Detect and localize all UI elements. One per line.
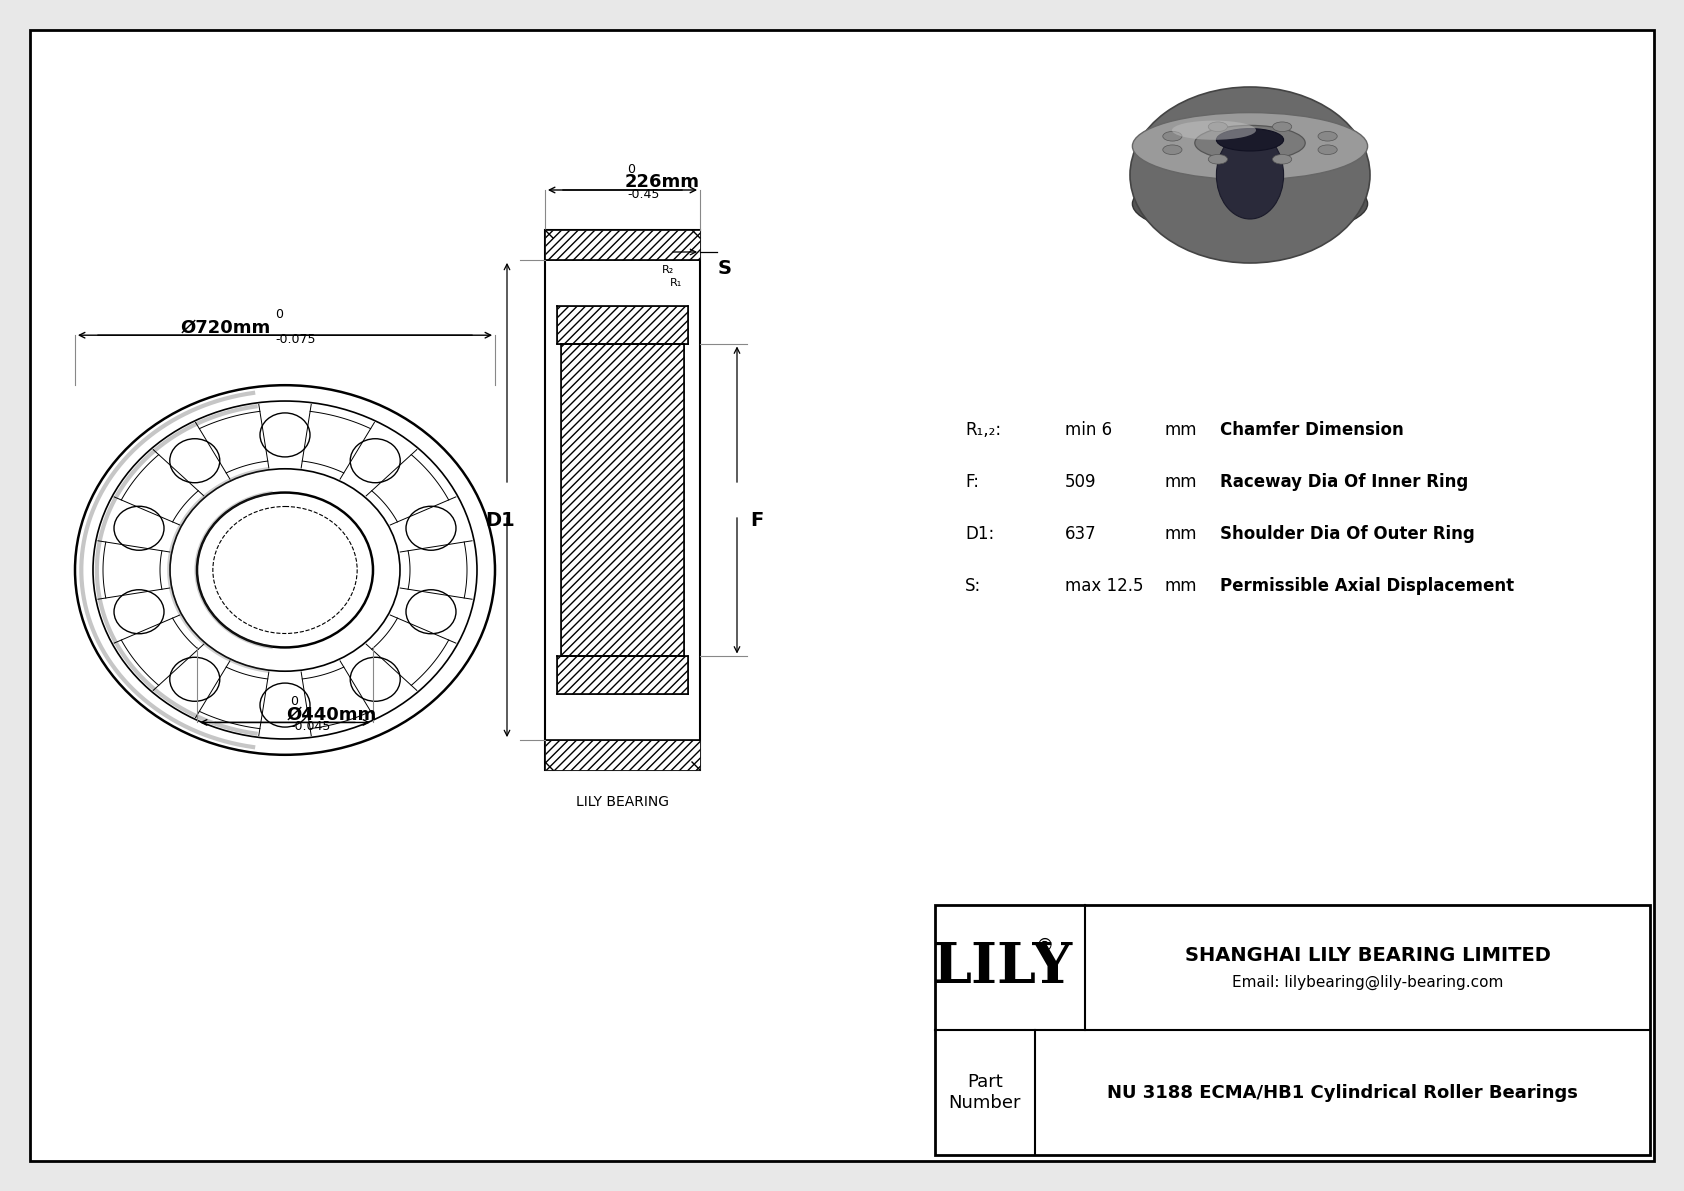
Bar [557,656,689,694]
Ellipse shape [170,438,221,482]
Bar [561,343,684,656]
Text: Chamfer Dimension: Chamfer Dimension [1219,420,1404,439]
Text: LILY BEARING: LILY BEARING [576,796,669,809]
Ellipse shape [259,684,310,727]
Text: SHANGHAI LILY BEARING LIMITED: SHANGHAI LILY BEARING LIMITED [1184,946,1551,965]
Bar [546,230,701,771]
Ellipse shape [1319,145,1337,155]
Ellipse shape [1172,120,1256,139]
Text: R₂: R₂ [662,266,674,275]
Ellipse shape [1132,113,1367,180]
Text: mm: mm [1165,576,1197,596]
Text: 226mm: 226mm [625,173,699,191]
Ellipse shape [1273,121,1292,131]
Text: 637: 637 [1064,525,1096,543]
Text: Ø440mm: Ø440mm [286,705,377,723]
Ellipse shape [1207,155,1228,164]
Text: D1: D1 [485,511,515,530]
Bar [935,905,1650,1155]
Text: R₁,₂:: R₁,₂: [965,420,1000,439]
Ellipse shape [1216,129,1283,151]
Text: mm: mm [1165,473,1197,491]
Text: -0.045: -0.045 [290,721,330,734]
Text: D1:: D1: [965,525,994,543]
Text: -0.45: -0.45 [628,188,660,201]
Ellipse shape [350,657,401,701]
Ellipse shape [350,438,401,482]
Text: NU 3188 ECMA/HB1 Cylindrical Roller Bearings: NU 3188 ECMA/HB1 Cylindrical Roller Bear… [1106,1084,1578,1102]
Bar [546,230,701,260]
Ellipse shape [1216,131,1283,219]
Text: LILY: LILY [931,940,1073,994]
Ellipse shape [1196,125,1305,161]
Ellipse shape [1207,121,1228,131]
Ellipse shape [1273,155,1292,164]
Ellipse shape [1162,145,1182,155]
Text: ®: ® [1036,936,1054,954]
Bar [546,740,701,771]
Text: min 6: min 6 [1064,420,1111,439]
Ellipse shape [115,590,163,634]
Ellipse shape [259,413,310,457]
Text: Ø720mm: Ø720mm [180,318,271,336]
Text: mm: mm [1165,525,1197,543]
Text: Shoulder Dia Of Outer Ring: Shoulder Dia Of Outer Ring [1219,525,1475,543]
Ellipse shape [406,590,456,634]
Text: 0: 0 [274,308,283,322]
Ellipse shape [170,657,221,701]
Ellipse shape [115,506,163,550]
Text: Email: lilybearing@lily-bearing.com: Email: lilybearing@lily-bearing.com [1231,975,1504,990]
Text: Permissible Axial Displacement: Permissible Axial Displacement [1219,576,1514,596]
Text: F:: F: [965,473,978,491]
Text: -0.075: -0.075 [274,333,315,347]
Text: 0: 0 [628,163,635,176]
Ellipse shape [76,385,495,755]
Text: S:: S: [965,576,982,596]
Text: 0: 0 [290,696,298,709]
Text: 509: 509 [1064,473,1096,491]
Text: R₁: R₁ [670,278,682,288]
Text: mm: mm [1165,420,1197,439]
Text: Raceway Dia Of Inner Ring: Raceway Dia Of Inner Ring [1219,473,1468,491]
Text: S: S [717,258,733,278]
Ellipse shape [1319,131,1337,141]
Bar [557,306,689,343]
Text: F: F [749,511,763,530]
Ellipse shape [1132,170,1367,237]
Text: max 12.5: max 12.5 [1064,576,1143,596]
Ellipse shape [1130,87,1371,263]
Ellipse shape [1162,131,1182,141]
Ellipse shape [406,506,456,550]
Text: Part
Number: Part Number [948,1073,1021,1112]
